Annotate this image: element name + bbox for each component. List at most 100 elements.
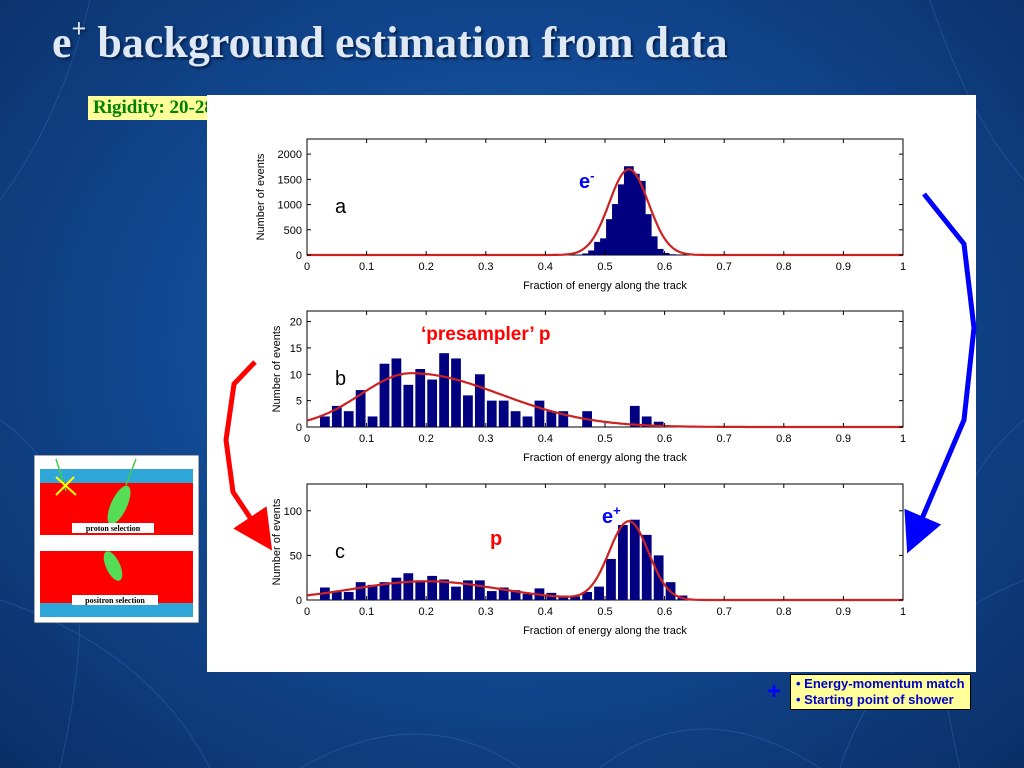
- x-tick-label: 0.7: [717, 433, 732, 445]
- y-tick-label: 0: [296, 595, 302, 607]
- histogram-bar: [498, 587, 509, 600]
- x-tick-label: 0.5: [597, 606, 612, 618]
- inset-positron-label: positron selection: [85, 596, 145, 605]
- histogram-bar: [439, 353, 449, 427]
- y-tick-label: 10: [290, 369, 302, 381]
- panel-label-b: b: [335, 368, 346, 390]
- histogram-bar: [331, 405, 342, 427]
- histogram-bar: [451, 586, 461, 600]
- inset-top-blue-band: [40, 469, 193, 483]
- y-tick-label: 2000: [278, 149, 302, 161]
- histogram-bar: [319, 416, 330, 427]
- histogram-bar: [391, 358, 402, 427]
- histogram-bar: [641, 214, 652, 255]
- x-tick-label: 0.4: [538, 433, 553, 445]
- histogram-bar: [641, 416, 652, 427]
- histogram-bar: [367, 584, 378, 600]
- histogram-bar: [451, 358, 461, 427]
- histogram-bar: [653, 421, 664, 427]
- histogram-bar: [463, 395, 473, 427]
- inset-bottom-blue-band: [40, 603, 193, 617]
- histogram-bar: [582, 253, 593, 255]
- y-tick-label: 5: [296, 396, 302, 408]
- x-tick-label: 0.7: [717, 606, 732, 618]
- x-tick-label: 0.5: [597, 261, 612, 273]
- plus-sign: +: [767, 678, 782, 705]
- histogram-bar: [403, 384, 414, 427]
- selection-diagram: proton selection positron selection: [34, 455, 199, 623]
- y-tick-label: 500: [284, 225, 302, 237]
- proton-shower-shape: [107, 485, 131, 525]
- y-tick-label: 100: [284, 506, 302, 518]
- histogram-bar: [522, 593, 533, 600]
- x-tick-label: 0.7: [717, 261, 732, 273]
- x-tick-label: 0.5: [597, 433, 612, 445]
- y-tick-label: 1500: [278, 174, 302, 186]
- histogram-bar: [641, 534, 652, 600]
- histogram-bar: [498, 400, 509, 427]
- histogram-bar: [617, 525, 628, 600]
- panel-label-c: c: [335, 541, 345, 563]
- y-axis-label: Number of events: [255, 153, 267, 240]
- histogram-bar: [635, 180, 646, 255]
- histogram-bar: [623, 166, 634, 255]
- x-tick-label: 0.4: [538, 606, 553, 618]
- y-tick-label: 0: [296, 250, 302, 262]
- x-tick-label: 1: [900, 433, 906, 445]
- histogram-bar: [629, 173, 640, 255]
- x-tick-label: 0.8: [776, 261, 791, 273]
- histogram-bar: [629, 519, 640, 600]
- histogram-bar: [522, 416, 533, 427]
- y-tick-label: 50: [290, 550, 302, 562]
- y-tick-label: 1000: [278, 200, 302, 212]
- x-tick-label: 1: [900, 606, 906, 618]
- criteria-item-energy-momentum: • Energy-momentum match: [796, 676, 965, 691]
- histogram-bar: [576, 254, 587, 255]
- histogram-bar: [379, 363, 390, 427]
- x-tick-label: 0: [304, 261, 310, 273]
- annotation-positron: e+: [602, 503, 621, 528]
- histogram-bar: [617, 184, 628, 255]
- annotation-proton: p: [490, 528, 502, 550]
- x-tick-label: 0.8: [776, 433, 791, 445]
- x-tick-label: 0.6: [657, 606, 672, 618]
- histogram-bar: [343, 591, 354, 600]
- histogram-bar: [331, 591, 342, 600]
- x-tick-label: 0.9: [836, 606, 851, 618]
- x-tick-label: 0.3: [478, 606, 493, 618]
- x-tick-label: 0.6: [657, 261, 672, 273]
- x-tick-label: 0: [304, 606, 310, 618]
- histogram-bar: [463, 580, 473, 600]
- histogram-bar: [367, 416, 378, 427]
- x-tick-label: 0.3: [478, 433, 493, 445]
- slide-title: e+ background estimation from data: [52, 14, 728, 67]
- x-tick-label: 0.2: [419, 606, 434, 618]
- inset-proton-label: proton selection: [86, 524, 141, 533]
- histogram-bar: [594, 586, 604, 600]
- histogram-bar: [510, 411, 521, 427]
- figure-panel: 0 0.1 0.2 0.3 0.4 0.5 0.6 0.7 0.8 0.9 1 0 500 1000 150…: [207, 95, 976, 672]
- x-tick-label: 0: [304, 433, 310, 445]
- histogram-bar: [474, 580, 485, 600]
- histogram-bar: [343, 411, 354, 427]
- histogram-bar: [403, 573, 414, 600]
- histogram-bar: [427, 575, 438, 600]
- y-axis-label: Number of events: [271, 498, 283, 585]
- fit-curve: [306, 519, 903, 602]
- histogram-bar: [546, 411, 557, 427]
- histogram-bar: [665, 254, 676, 255]
- histogram-bar: [355, 582, 366, 600]
- x-tick-label: 0.4: [538, 261, 553, 273]
- x-tick-label: 0.8: [776, 606, 791, 618]
- x-tick-label: 0.3: [478, 261, 493, 273]
- annotation-presampler-p: ‘presampler’ p: [421, 324, 551, 345]
- panel-label-a: a: [335, 196, 347, 218]
- histogram-bar: [606, 558, 616, 600]
- histogram-bar: [474, 374, 485, 427]
- positron-shower-shape: [103, 551, 123, 581]
- histogram-bar: [427, 379, 438, 427]
- histogram-bar: [629, 405, 640, 427]
- histogram-bar: [600, 238, 610, 255]
- y-tick-label: 20: [290, 317, 302, 329]
- x-tick-label: 0.6: [657, 433, 672, 445]
